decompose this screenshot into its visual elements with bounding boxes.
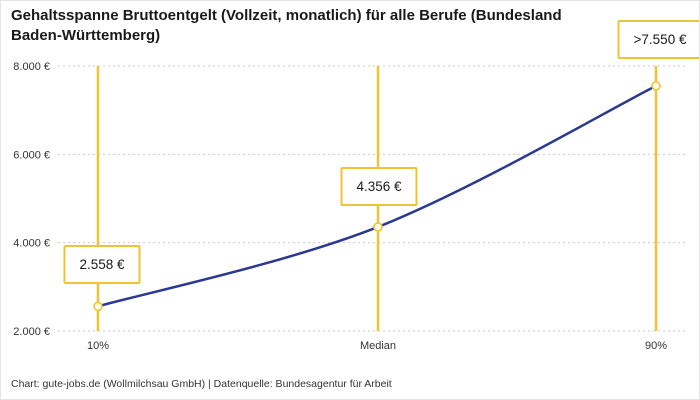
y-tick-label: 4.000 € [13, 238, 50, 250]
y-tick-label: 2.000 € [13, 326, 50, 338]
y-tick-label: 8.000 € [13, 61, 50, 73]
x-tick-label: 90% [645, 340, 667, 352]
point-label-p90: >7.550 € [617, 20, 699, 59]
x-tick-label: Median [360, 340, 396, 352]
data-point-marker [373, 222, 383, 232]
x-tick-label: 10% [87, 340, 109, 352]
point-label-p10: 2.558 € [63, 245, 141, 284]
chart-source-attribution: Chart: gute-jobs.de (Wollmilchsau GmbH) … [11, 378, 392, 390]
point-label-median: 4.356 € [340, 167, 418, 206]
y-tick-label: 6.000 € [13, 149, 50, 161]
chart-title: Gehaltsspanne Bruttoentgelt (Vollzeit, m… [11, 7, 562, 44]
data-point-marker [93, 301, 103, 312]
data-point-marker [651, 81, 661, 91]
